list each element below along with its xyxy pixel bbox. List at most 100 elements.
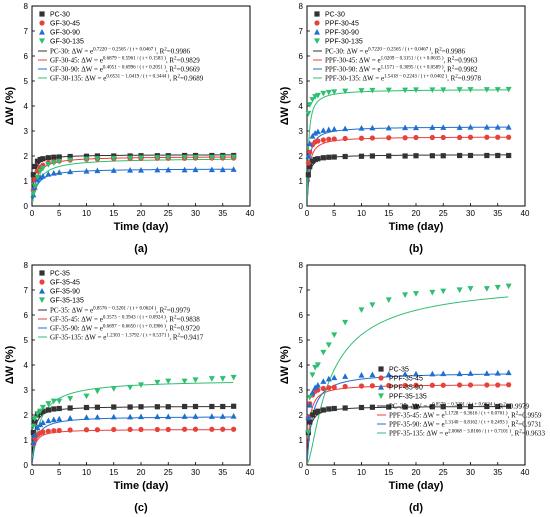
data-point [457, 152, 463, 159]
y-tick-label: 5 [299, 336, 304, 345]
data-point [305, 153, 312, 159]
y-tick-label: 3 [24, 386, 29, 395]
data-point [467, 134, 474, 140]
data-point [138, 167, 144, 173]
fit-equation: PC-35: ΔW = e0.8576 − 0.3201 / ( t + 0.0… [389, 403, 529, 411]
data-point [192, 426, 199, 432]
legend-entry: GF-35-45 [50, 280, 80, 287]
data-point [127, 404, 133, 410]
data-point [312, 156, 318, 163]
data-point [467, 286, 474, 292]
data-point [312, 130, 319, 136]
data-point [440, 87, 447, 93]
y-tick-label: 2 [24, 152, 29, 161]
y-tick-label: 7 [299, 27, 304, 36]
x-tick-label: 10 [357, 209, 366, 218]
data-point [83, 404, 90, 411]
data-point [230, 166, 237, 172]
chart-panel-a: 0 5 10 15 20 25 30 35 40 0 1 2 3 4 5 6 7 8 Time (day) ΔW (%… [4, 2, 255, 255]
y-tick-label: 8 [24, 2, 29, 11]
legend-marker [39, 279, 45, 285]
legend-entry: GF-35-90 [50, 289, 80, 296]
data-point [67, 153, 73, 160]
data-point [484, 382, 490, 388]
data-point [506, 134, 512, 140]
data-point [32, 419, 38, 425]
data-point [110, 155, 117, 162]
data-point [483, 286, 490, 292]
data-point [483, 124, 490, 130]
y-tick-label: 8 [24, 261, 29, 270]
data-point [110, 386, 117, 392]
legend-marker [314, 11, 320, 17]
data-point [413, 382, 419, 388]
data-point [94, 388, 101, 395]
data-point [138, 426, 144, 433]
data-point [208, 166, 215, 173]
y-tick-label: 7 [24, 27, 29, 36]
y-tick-label: 4 [299, 361, 304, 370]
fit-equation: PC-30: ΔW = e0.7220 − 0.2565 / ( t + 0.0… [325, 48, 465, 56]
data-point [39, 404, 46, 411]
data-point [306, 402, 313, 408]
x-tick-label: 0 [30, 209, 35, 218]
data-point [386, 382, 392, 389]
data-point [369, 87, 376, 94]
data-point [154, 413, 161, 420]
legend-entry: PC-35 [50, 271, 70, 278]
data-point [484, 403, 490, 410]
data-point [67, 427, 73, 433]
data-point [50, 416, 57, 423]
x-tick-label: 5 [57, 468, 62, 477]
data-point [305, 429, 312, 436]
legend-entry: PC-30 [50, 12, 70, 19]
data-point [56, 398, 63, 405]
fit-equation: PPF-35-90: ΔW = e1.3140 − 0.8162 / ( t +… [389, 421, 542, 429]
panel-label: (d) [409, 502, 423, 514]
data-point [320, 378, 327, 384]
data-point [94, 156, 101, 162]
data-point [315, 138, 321, 144]
data-point [402, 382, 408, 389]
y-tick-label: 2 [299, 411, 304, 420]
data-point [45, 407, 51, 413]
data-point [385, 87, 392, 94]
data-point [50, 160, 57, 166]
data-point [495, 403, 501, 410]
data-point [505, 283, 512, 290]
data-point [402, 292, 409, 298]
legend-marker [314, 38, 320, 44]
data-point [219, 413, 226, 419]
data-point [50, 398, 57, 405]
data-point [94, 427, 100, 433]
data-point [309, 97, 316, 103]
data-point [413, 370, 419, 377]
data-point [358, 88, 365, 94]
data-point [429, 289, 436, 296]
data-point [94, 404, 100, 410]
data-point [307, 163, 313, 170]
data-point [358, 383, 365, 389]
data-point [369, 371, 376, 378]
data-point [37, 168, 44, 175]
fit-equation: PC-35: ΔW = e0.8576 − 0.3201 / ( t + 0.0… [50, 307, 190, 315]
legend-marker [39, 20, 45, 26]
y-tick-label: 3 [24, 127, 29, 136]
fit-equation: PC-30: ΔW = e0.7220 − 0.2565 / ( t + 0.0… [50, 48, 190, 56]
data-point [315, 408, 321, 414]
data-point [325, 342, 332, 348]
fit-equation: PPF-30-135: ΔW = e1.5418 − 0.2243 / ( t … [325, 75, 481, 83]
data-point [231, 426, 237, 432]
data-point [440, 370, 447, 377]
x-tick-label: 35 [218, 468, 227, 477]
chart-panel-c: 0 5 10 15 20 25 30 35 40 0 1 2 3 4 5 6 7 8 Time (day) ΔW (%… [4, 261, 255, 514]
panel-label: (c) [134, 502, 148, 514]
data-point [369, 302, 376, 308]
data-point [358, 135, 365, 141]
fit-curve-ppf-30-90 [307, 126, 509, 205]
legend-marker [39, 288, 45, 294]
data-point [30, 429, 36, 436]
data-point [505, 369, 512, 376]
y-tick-label: 6 [24, 311, 29, 320]
fit-equation: PPF-30-45: ΔW = e1.0209 − 0.3151 / ( t +… [325, 57, 478, 65]
